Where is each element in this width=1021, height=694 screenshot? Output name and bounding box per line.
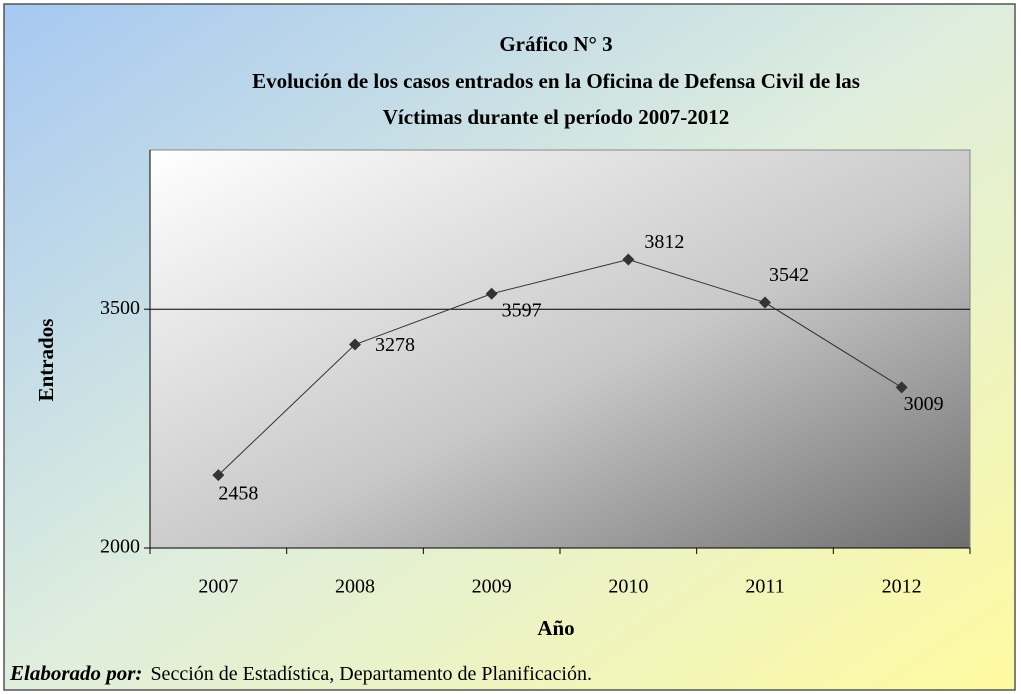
- y-tick-label: 3500: [100, 297, 140, 319]
- line: [217, 259, 902, 476]
- marker: [759, 296, 771, 309]
- chart-subtitle: Evolución de los casos entrados en la Of…: [252, 69, 860, 93]
- chart-title: Gráfico N° 3: [499, 32, 612, 56]
- y-axis-label: Entrados: [34, 319, 58, 402]
- footnote: Elaborado por: Sección de Estadística, De…: [9, 661, 592, 685]
- data-label: 3009: [904, 393, 944, 415]
- marker: [485, 287, 498, 300]
- marker: [622, 253, 635, 266]
- data-label: 3542: [769, 264, 809, 286]
- plot-area: [149, 149, 971, 549]
- marker: [895, 381, 908, 394]
- y-tick-label: 2000: [100, 536, 140, 558]
- data-label: 3812: [644, 231, 684, 253]
- x-tick-label: 2011: [745, 576, 784, 598]
- marker: [349, 338, 361, 351]
- chart-subtitle: Víctimas durante el período 2007-2012: [383, 105, 729, 129]
- x-tick-label: 2012: [882, 576, 922, 598]
- data-label: 2458: [218, 483, 258, 505]
- data-label: 3278: [375, 334, 415, 356]
- x-tick-label: 2007: [198, 576, 238, 598]
- footnote-label: Elaborado por:: [9, 661, 142, 685]
- marker: [212, 469, 225, 482]
- x-tick-label: 2008: [335, 576, 375, 598]
- data-label: 3597: [502, 299, 542, 321]
- x-tick-label: 2010: [608, 576, 648, 598]
- x-axis-label: Año: [537, 616, 574, 640]
- footnote-text: Sección de Estadística, Departamento de …: [150, 663, 592, 685]
- x-tick-label: 2009: [472, 576, 512, 598]
